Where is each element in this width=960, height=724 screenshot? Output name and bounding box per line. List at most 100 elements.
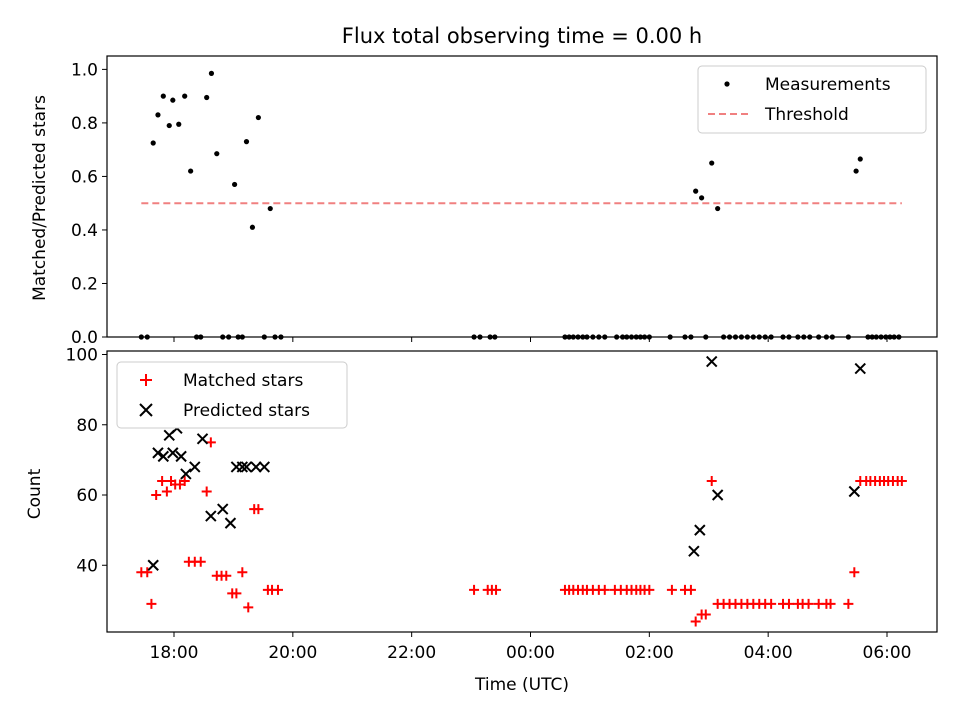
measurement-point: [267, 205, 273, 212]
measurement-point: [255, 114, 261, 121]
matched-star-point: [151, 490, 162, 501]
chart-title: Flux total observing time = 0.00 h: [342, 24, 702, 48]
y-tick-label: 80: [76, 416, 98, 436]
predicted-star-point: [205, 510, 217, 522]
x-tick-label: 02:00: [625, 643, 674, 663]
matched-star-point: [825, 598, 836, 609]
bottom-axes-frame: [106, 350, 938, 633]
predicted-star-point: [157, 450, 170, 463]
matched-star-point: [690, 616, 701, 627]
y-tick-label: 0.8: [71, 114, 98, 134]
measurement-point: [857, 156, 863, 162]
bottom-legend-box: [116, 361, 348, 429]
y-tick-label: 100: [66, 346, 98, 366]
legend-threshold-label: Threshold: [764, 105, 849, 125]
legend-predicted-marker: [139, 403, 153, 417]
matched-star-point: [896, 475, 907, 486]
matched-star-point: [231, 588, 242, 599]
predicted-star-point: [147, 559, 159, 571]
matched-star-point: [843, 598, 854, 609]
predicted-star-point: [688, 545, 700, 557]
top-axes-frame: [106, 55, 938, 338]
matched-star-point: [706, 475, 717, 486]
legend-measurements-label: Measurements: [765, 75, 891, 95]
y-tick-label: 0.2: [71, 274, 98, 294]
matched-star-point: [146, 598, 157, 609]
measurement-point: [249, 224, 256, 230]
top-panel: 0.0 0.2 0.4 0.6 0.8 1.0: [71, 55, 938, 348]
matched-star-point: [221, 570, 232, 581]
matched-star-point: [161, 486, 172, 497]
legend-measurements-marker: [724, 81, 730, 87]
measurement-point: [715, 205, 721, 212]
predicted-star-point: [706, 355, 718, 368]
matched-star-point: [766, 598, 777, 609]
predicted-star-point: [240, 461, 253, 473]
x-tick-label: 18:00: [150, 643, 199, 663]
predicted-star-point: [175, 450, 187, 463]
measurement-point: [232, 181, 238, 188]
predicted-star-point: [694, 524, 706, 536]
matched-star-point: [253, 504, 264, 515]
bottom-legend: Matched stars Predicted stars: [116, 361, 348, 429]
matched-star-point: [666, 584, 677, 595]
matched-star-point: [179, 475, 190, 486]
predicted-star-point: [848, 485, 861, 498]
matched-star-point: [685, 584, 696, 595]
legend-predicted-label: Predicted stars: [183, 401, 310, 421]
predicted-star-point: [196, 433, 209, 445]
measurement-point: [204, 94, 210, 101]
matched-star-point: [142, 567, 153, 578]
predicted-star-point: [180, 468, 192, 480]
y-tick-label: 0.6: [71, 167, 98, 187]
matched-star-point: [644, 584, 655, 595]
measurement-point: [160, 93, 166, 99]
measurement-point: [214, 151, 220, 157]
matched-star-point: [272, 584, 283, 595]
matched-star-point: [157, 475, 168, 486]
top-legend: Measurements Threshold: [697, 65, 927, 134]
matched-star-point: [237, 567, 248, 578]
measurement-point: [170, 97, 176, 103]
matched-star-point: [201, 486, 212, 497]
measurement-point: [699, 195, 705, 201]
measurement-point: [853, 168, 859, 174]
predicted-star-point: [167, 447, 179, 459]
y-tick-label: 60: [76, 486, 98, 506]
x-tick-label: 00:00: [506, 643, 555, 663]
x-axis-label: Time (UTC): [474, 675, 569, 695]
predicted-star-point: [711, 489, 724, 501]
bottom-panel: 40 60 80 100 18:00 20:00 22:00 00:00 02:00 04:00 0…: [66, 346, 938, 663]
predicted-star-point: [236, 461, 249, 473]
x-tick-label: 20:00: [268, 643, 317, 663]
predicted-star-point: [224, 517, 237, 529]
matched-star-point: [783, 598, 794, 609]
y-tick-label: 40: [76, 556, 98, 576]
predicted-star-point: [152, 447, 164, 459]
predicted-star-point: [854, 362, 866, 375]
matched-star-point: [849, 567, 860, 578]
legend-matched-marker: [140, 374, 152, 386]
predicted-star-point: [217, 503, 229, 515]
matched-star-point: [469, 584, 480, 595]
predicted-star-point: [258, 461, 271, 473]
matched-star-point: [195, 556, 206, 567]
matched-star-point: [491, 584, 502, 595]
matched-star-point: [243, 602, 254, 613]
x-tick-label: 22:00: [387, 643, 436, 663]
matched-star-point: [599, 584, 610, 595]
measurement-point: [188, 168, 194, 174]
measurement-point: [155, 112, 161, 118]
top-y-axis-label: Matched/Predicted stars: [30, 95, 50, 301]
bottom-plot-area: [136, 355, 907, 627]
predicted-star-point: [189, 461, 201, 473]
measurement-point: [150, 140, 156, 146]
measurement-point: [182, 93, 188, 99]
x-tick-label: 06:00: [863, 643, 912, 663]
measurement-point: [176, 121, 182, 127]
y-tick-label: 0.0: [71, 328, 98, 348]
measurement-point: [166, 122, 172, 129]
matched-star-point: [700, 609, 711, 620]
y-tick-label: 0.4: [71, 221, 98, 241]
